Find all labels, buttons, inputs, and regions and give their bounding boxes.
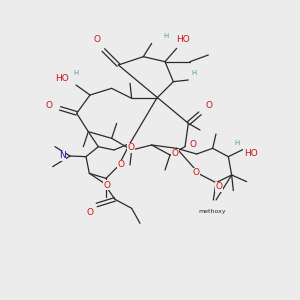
Text: HO: HO — [176, 35, 190, 44]
Text: O: O — [118, 160, 125, 169]
Text: O: O — [189, 140, 196, 149]
Text: O: O — [93, 35, 100, 44]
Text: O: O — [103, 181, 110, 190]
Text: H: H — [74, 70, 79, 76]
Text: O: O — [192, 168, 199, 177]
Text: O: O — [127, 143, 134, 152]
Text: HO: HO — [244, 149, 257, 158]
Text: methoxy: methoxy — [199, 209, 226, 214]
Text: O: O — [46, 101, 53, 110]
Text: H: H — [235, 140, 240, 146]
Text: H: H — [164, 33, 169, 39]
Text: O: O — [206, 101, 213, 110]
Text: H: H — [191, 70, 196, 76]
Text: O: O — [86, 208, 94, 217]
Text: N: N — [59, 152, 66, 160]
Text: O: O — [215, 182, 222, 191]
Text: O: O — [172, 149, 179, 158]
Text: HO: HO — [55, 74, 68, 83]
